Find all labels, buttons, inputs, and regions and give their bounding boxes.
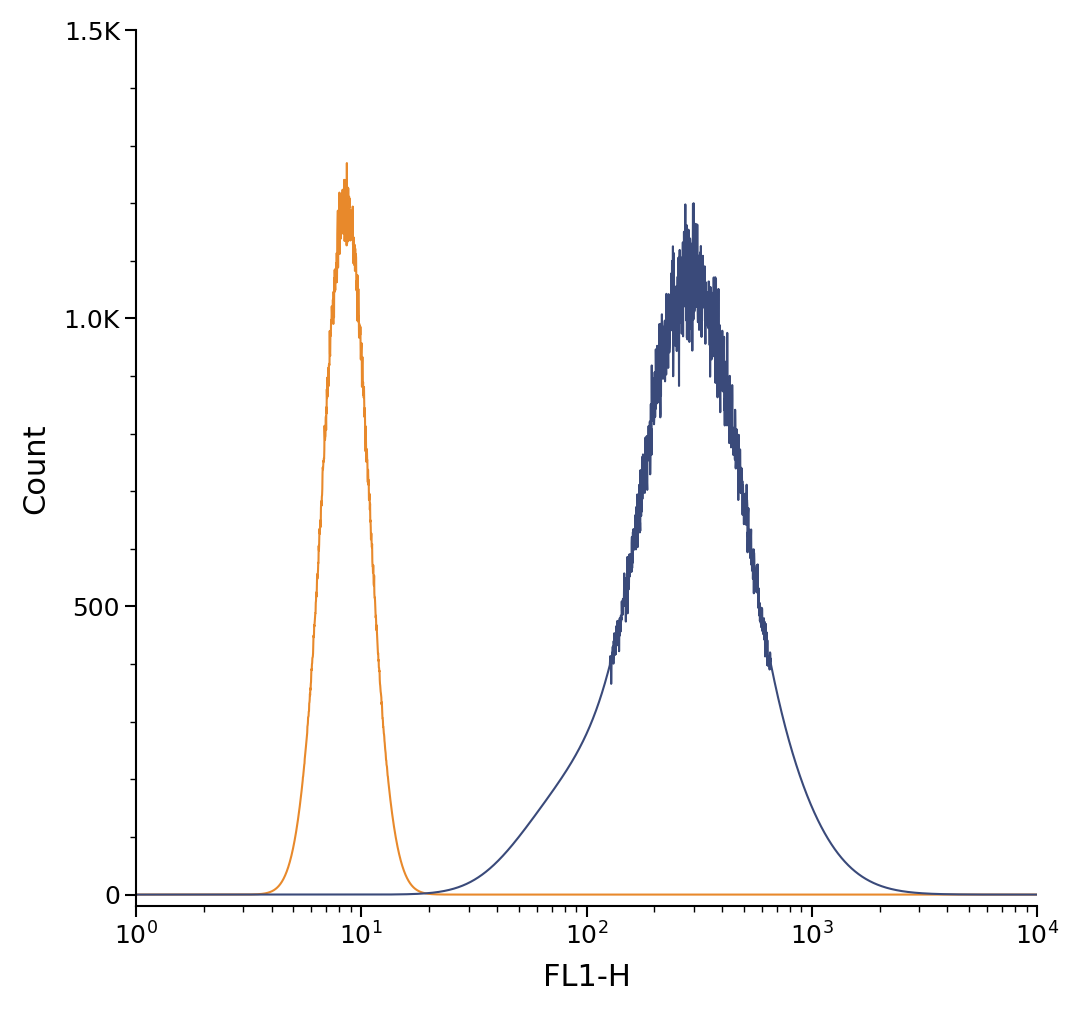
Y-axis label: Count: Count <box>21 422 50 514</box>
X-axis label: FL1-H: FL1-H <box>542 963 631 992</box>
